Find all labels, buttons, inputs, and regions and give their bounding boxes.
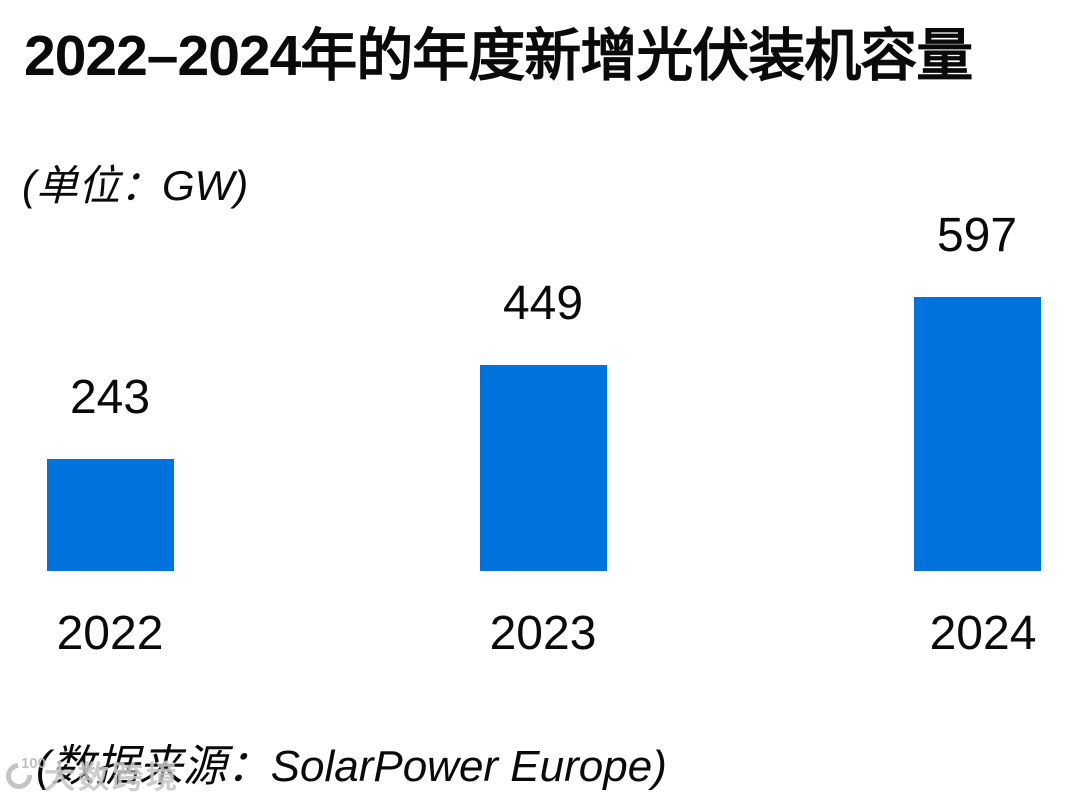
bar-group-2022: 243 xyxy=(26,370,194,571)
bar-group-2023: 449 xyxy=(459,276,627,571)
bar-2023 xyxy=(479,365,607,571)
watermark-logo-number: 100 xyxy=(20,754,46,772)
watermark-logo-icon: 100 xyxy=(0,754,46,795)
x-axis-label-2024: 2024 xyxy=(929,607,1037,660)
watermark: 100 大数跨境 xyxy=(0,752,180,797)
bar-group-2024: 597 xyxy=(893,208,1061,571)
x-axis-label-2023: 2023 xyxy=(489,607,597,660)
bar-2022 xyxy=(46,459,174,571)
bar-value-label: 597 xyxy=(936,208,1018,262)
bar-2024 xyxy=(913,297,1041,571)
x-axis-label-2022: 2022 xyxy=(56,607,164,660)
source-note: (数据来源：SolarPower Europe) xyxy=(36,742,667,791)
unit-label: (单位：GW) xyxy=(22,162,249,209)
bar-value-label: 449 xyxy=(502,276,584,330)
chart-title: 2022–2024年的年度新增光伏装机容量 xyxy=(24,24,973,88)
watermark-text: 大数跨境 xyxy=(44,760,180,795)
bar-value-label: 243 xyxy=(69,370,151,424)
